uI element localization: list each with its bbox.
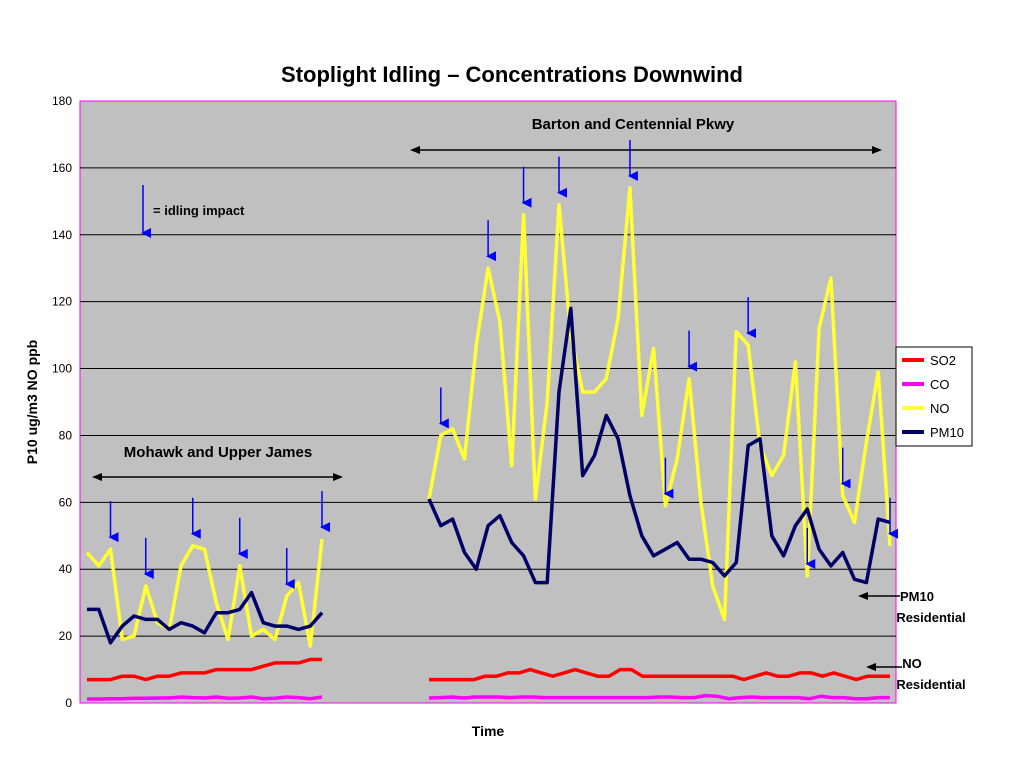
barton-range-arrow-head-right [872, 146, 882, 154]
y-tick-140: 140 [52, 228, 72, 242]
no-residential-label: NO Residential [896, 656, 965, 692]
gridlines [80, 167, 896, 637]
y-tick-120: 120 [52, 295, 72, 309]
no-residential-arrow-head [866, 663, 876, 671]
y-tick-60: 60 [59, 495, 73, 509]
legend-label-so2: SO2 [930, 353, 956, 368]
legend-box [895, 346, 973, 447]
y-axis-label: P10 ug/m3 NO ppb [24, 340, 40, 464]
barton-range-arrow-head-left [410, 146, 420, 154]
mohawk-range-arrow-head-right [333, 473, 343, 481]
pm10-residential-line1: PM10 [900, 589, 934, 604]
series-no-segment-1 [85, 538, 324, 648]
no-residential-line1: NO [902, 656, 922, 671]
barton-label: Barton and Centennial Pkwy [532, 116, 735, 133]
chart-title: Stoplight Idling – Concentrations Downwi… [281, 62, 743, 87]
mohawk-label: Mohawk and Upper James [124, 444, 312, 461]
series-so2-segment-2 [429, 667, 890, 682]
x-axis-label: Time [472, 723, 505, 739]
y-tick-180: 180 [52, 94, 72, 108]
pm10-residential-line2: Residential [896, 610, 965, 625]
y-tick-20: 20 [59, 629, 73, 643]
series-no-segment-2 [427, 186, 892, 622]
pm10-residential-arrow-head [858, 592, 868, 600]
series-co-segment-2 [428, 693, 890, 701]
legend-items: SO2 CO NO PM10 [902, 353, 964, 440]
series-co-segment-1 [87, 695, 323, 701]
series-so2-segment-1 [87, 657, 322, 682]
legend: SO2 CO NO PM10 [895, 346, 973, 447]
legend-label-pm10: PM10 [930, 425, 964, 440]
annotations: Barton and Centennial Pkwy Mohawk and Upp… [92, 116, 966, 692]
y-tick-0: 0 [65, 696, 72, 710]
y-tick-80: 80 [59, 428, 73, 442]
series-lines [85, 186, 892, 701]
y-tick-40: 40 [59, 562, 73, 576]
pm10-residential-label: PM10 Residential [896, 589, 965, 625]
mohawk-range-arrow-head-left [92, 473, 102, 481]
no-residential-line2: Residential [896, 677, 965, 692]
y-tick-160: 160 [52, 161, 72, 175]
idling-legend-label: = idling impact [153, 203, 245, 218]
series-pm10-segment-1 [87, 590, 324, 645]
y-tick-100: 100 [52, 362, 72, 376]
y-tick-labels: 0 20 40 60 80 100 120 140 160 180 [52, 94, 72, 710]
series-pm10-segment-2 [427, 306, 891, 585]
plot-area [79, 100, 897, 704]
legend-label-co: CO [930, 377, 950, 392]
legend-label-no: NO [930, 401, 950, 416]
